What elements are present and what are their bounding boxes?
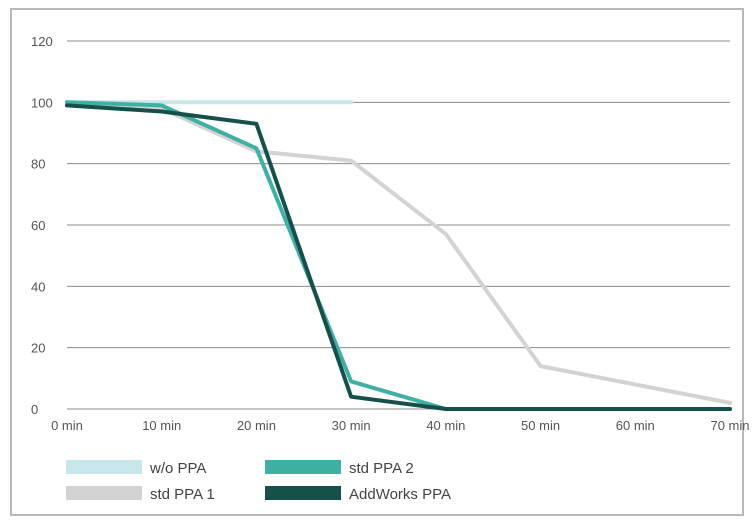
legend-label: std PPA 2: [349, 460, 414, 477]
x-tick-label: 60 min: [616, 418, 655, 433]
x-tick-label: 40 min: [426, 418, 465, 433]
series-line-1: [65, 100, 732, 405]
y-tick-label: 120: [31, 34, 53, 49]
x-tick-label: 70 min: [710, 418, 749, 433]
y-tick-label: 60: [31, 218, 45, 233]
y-tick-label: 40: [31, 279, 45, 294]
series-line-2: [65, 100, 732, 411]
x-tick-label: 30 min: [332, 418, 371, 433]
y-tick-label: 20: [31, 341, 45, 356]
series-lines: [65, 100, 732, 411]
y-tick-label: 80: [31, 157, 45, 172]
legend-swatch-3: [265, 486, 341, 500]
grid-lines: [67, 40, 730, 410]
legend-label: std PPA 1: [150, 486, 215, 503]
legend-swatch-2: [265, 460, 341, 474]
x-axis-ticks: 0 min 10 min 20 min 30 min 40 min 50 min 60 mi…: [51, 418, 749, 433]
legend-label: w/o PPA: [149, 460, 206, 477]
legend-swatch-0: [66, 460, 142, 474]
x-tick-label: 0 min: [51, 418, 83, 433]
legend-label: AddWorks PPA: [349, 486, 451, 503]
legend: w/o PPA std PPA 2 std PPA 1 AddWorks PPA: [66, 460, 451, 503]
x-tick-label: 50 min: [521, 418, 560, 433]
y-tick-label: 0: [31, 402, 38, 417]
legend-swatch-1: [66, 486, 142, 500]
chart-frame: [10, 8, 744, 516]
x-tick-label: 10 min: [142, 418, 181, 433]
series-line-3: [65, 103, 732, 411]
x-tick-label: 20 min: [237, 418, 276, 433]
y-axis-ticks: 0 20 40 60 80 100 120: [31, 34, 53, 417]
y-tick-label: 100: [31, 95, 53, 110]
